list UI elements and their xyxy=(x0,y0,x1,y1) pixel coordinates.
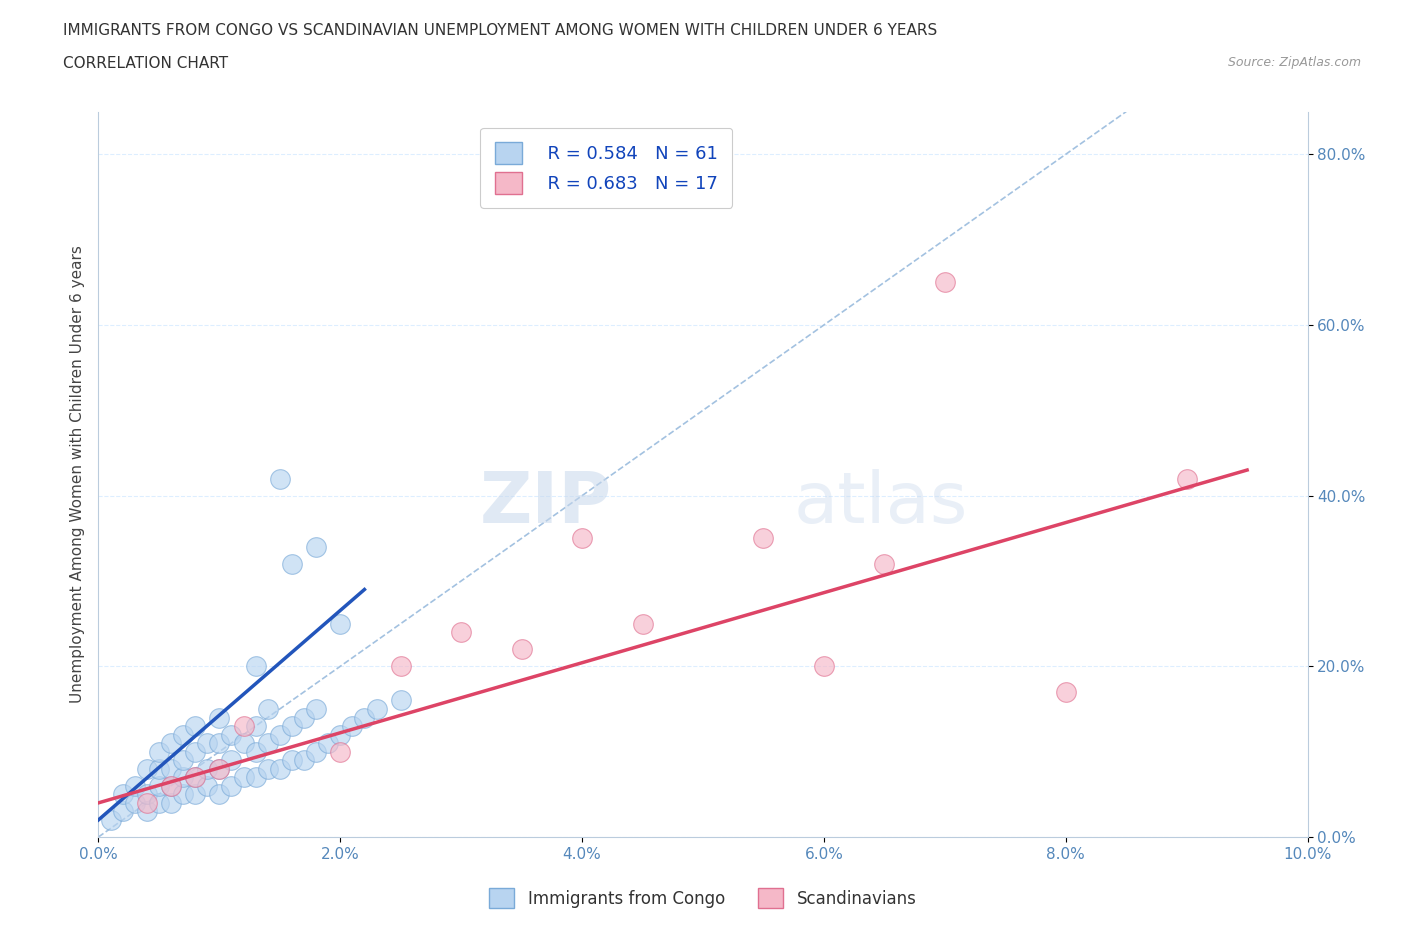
Point xyxy=(184,770,207,785)
Point xyxy=(184,744,207,759)
Point xyxy=(160,795,183,810)
Point xyxy=(184,719,207,734)
Point xyxy=(232,736,254,751)
Point xyxy=(221,752,243,767)
Point xyxy=(389,693,412,708)
Point xyxy=(752,531,775,546)
Point xyxy=(366,701,388,716)
Point xyxy=(135,787,157,802)
Point xyxy=(873,556,896,571)
Point xyxy=(316,736,339,751)
Point xyxy=(160,778,183,793)
Point xyxy=(245,658,267,673)
Point xyxy=(256,736,278,751)
Point xyxy=(353,711,375,725)
Point xyxy=(934,275,956,290)
Point xyxy=(389,658,412,673)
Point xyxy=(172,727,194,742)
Point xyxy=(269,727,291,742)
Point xyxy=(160,736,183,751)
Text: ZIP: ZIP xyxy=(479,469,613,538)
Text: Source: ZipAtlas.com: Source: ZipAtlas.com xyxy=(1227,56,1361,69)
Point xyxy=(329,727,352,742)
Point xyxy=(124,795,146,810)
Point xyxy=(148,744,170,759)
Point xyxy=(305,701,328,716)
Legend:   R = 0.584   N = 61,   R = 0.683   N = 17: R = 0.584 N = 61, R = 0.683 N = 17 xyxy=(479,128,733,208)
Point xyxy=(148,762,170,777)
Point xyxy=(342,719,364,734)
Point xyxy=(195,762,218,777)
Point xyxy=(172,752,194,767)
Point xyxy=(135,804,157,818)
Point xyxy=(232,770,254,785)
Point xyxy=(329,617,352,631)
Point xyxy=(329,744,352,759)
Legend: Immigrants from Congo, Scandinavians: Immigrants from Congo, Scandinavians xyxy=(482,882,924,915)
Point xyxy=(111,787,134,802)
Point xyxy=(571,531,593,546)
Point xyxy=(208,736,231,751)
Point xyxy=(305,744,328,759)
Point xyxy=(631,617,654,631)
Point xyxy=(813,658,835,673)
Point xyxy=(1054,684,1077,699)
Point xyxy=(184,787,207,802)
Point xyxy=(124,778,146,793)
Point xyxy=(245,719,267,734)
Point xyxy=(292,752,315,767)
Point xyxy=(281,556,304,571)
Point xyxy=(269,472,291,486)
Point xyxy=(148,795,170,810)
Point xyxy=(172,787,194,802)
Point xyxy=(135,762,157,777)
Point xyxy=(111,804,134,818)
Text: CORRELATION CHART: CORRELATION CHART xyxy=(63,56,228,71)
Point xyxy=(232,719,254,734)
Point xyxy=(305,539,328,554)
Point xyxy=(208,762,231,777)
Point xyxy=(172,770,194,785)
Point xyxy=(221,778,243,793)
Point xyxy=(195,736,218,751)
Point xyxy=(245,770,267,785)
Text: IMMIGRANTS FROM CONGO VS SCANDINAVIAN UNEMPLOYMENT AMONG WOMEN WITH CHILDREN UND: IMMIGRANTS FROM CONGO VS SCANDINAVIAN UN… xyxy=(63,23,938,38)
Point xyxy=(160,762,183,777)
Point xyxy=(160,778,183,793)
Point xyxy=(292,711,315,725)
Point xyxy=(221,727,243,742)
Point xyxy=(208,787,231,802)
Point xyxy=(1175,472,1198,486)
Point xyxy=(135,795,157,810)
Point xyxy=(256,762,278,777)
Point xyxy=(208,762,231,777)
Point xyxy=(184,770,207,785)
Point xyxy=(450,625,472,640)
Point xyxy=(208,711,231,725)
Point xyxy=(510,642,533,657)
Y-axis label: Unemployment Among Women with Children Under 6 years: Unemployment Among Women with Children U… xyxy=(69,246,84,703)
Point xyxy=(195,778,218,793)
Point xyxy=(245,744,267,759)
Point xyxy=(100,813,122,828)
Text: atlas: atlas xyxy=(793,469,969,538)
Point xyxy=(281,719,304,734)
Point xyxy=(148,778,170,793)
Point xyxy=(281,752,304,767)
Point xyxy=(256,701,278,716)
Point xyxy=(269,762,291,777)
